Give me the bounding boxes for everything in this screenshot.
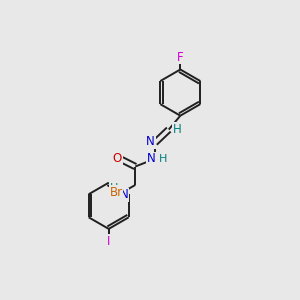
Text: Br: Br (110, 186, 123, 199)
Text: F: F (177, 50, 184, 64)
Text: N: N (147, 152, 156, 165)
Text: H: H (173, 123, 182, 136)
Text: H: H (159, 154, 167, 164)
Text: N: N (146, 135, 155, 148)
Text: I: I (107, 235, 110, 248)
Text: O: O (112, 152, 122, 165)
Text: H: H (110, 183, 118, 193)
Text: N: N (120, 188, 128, 201)
